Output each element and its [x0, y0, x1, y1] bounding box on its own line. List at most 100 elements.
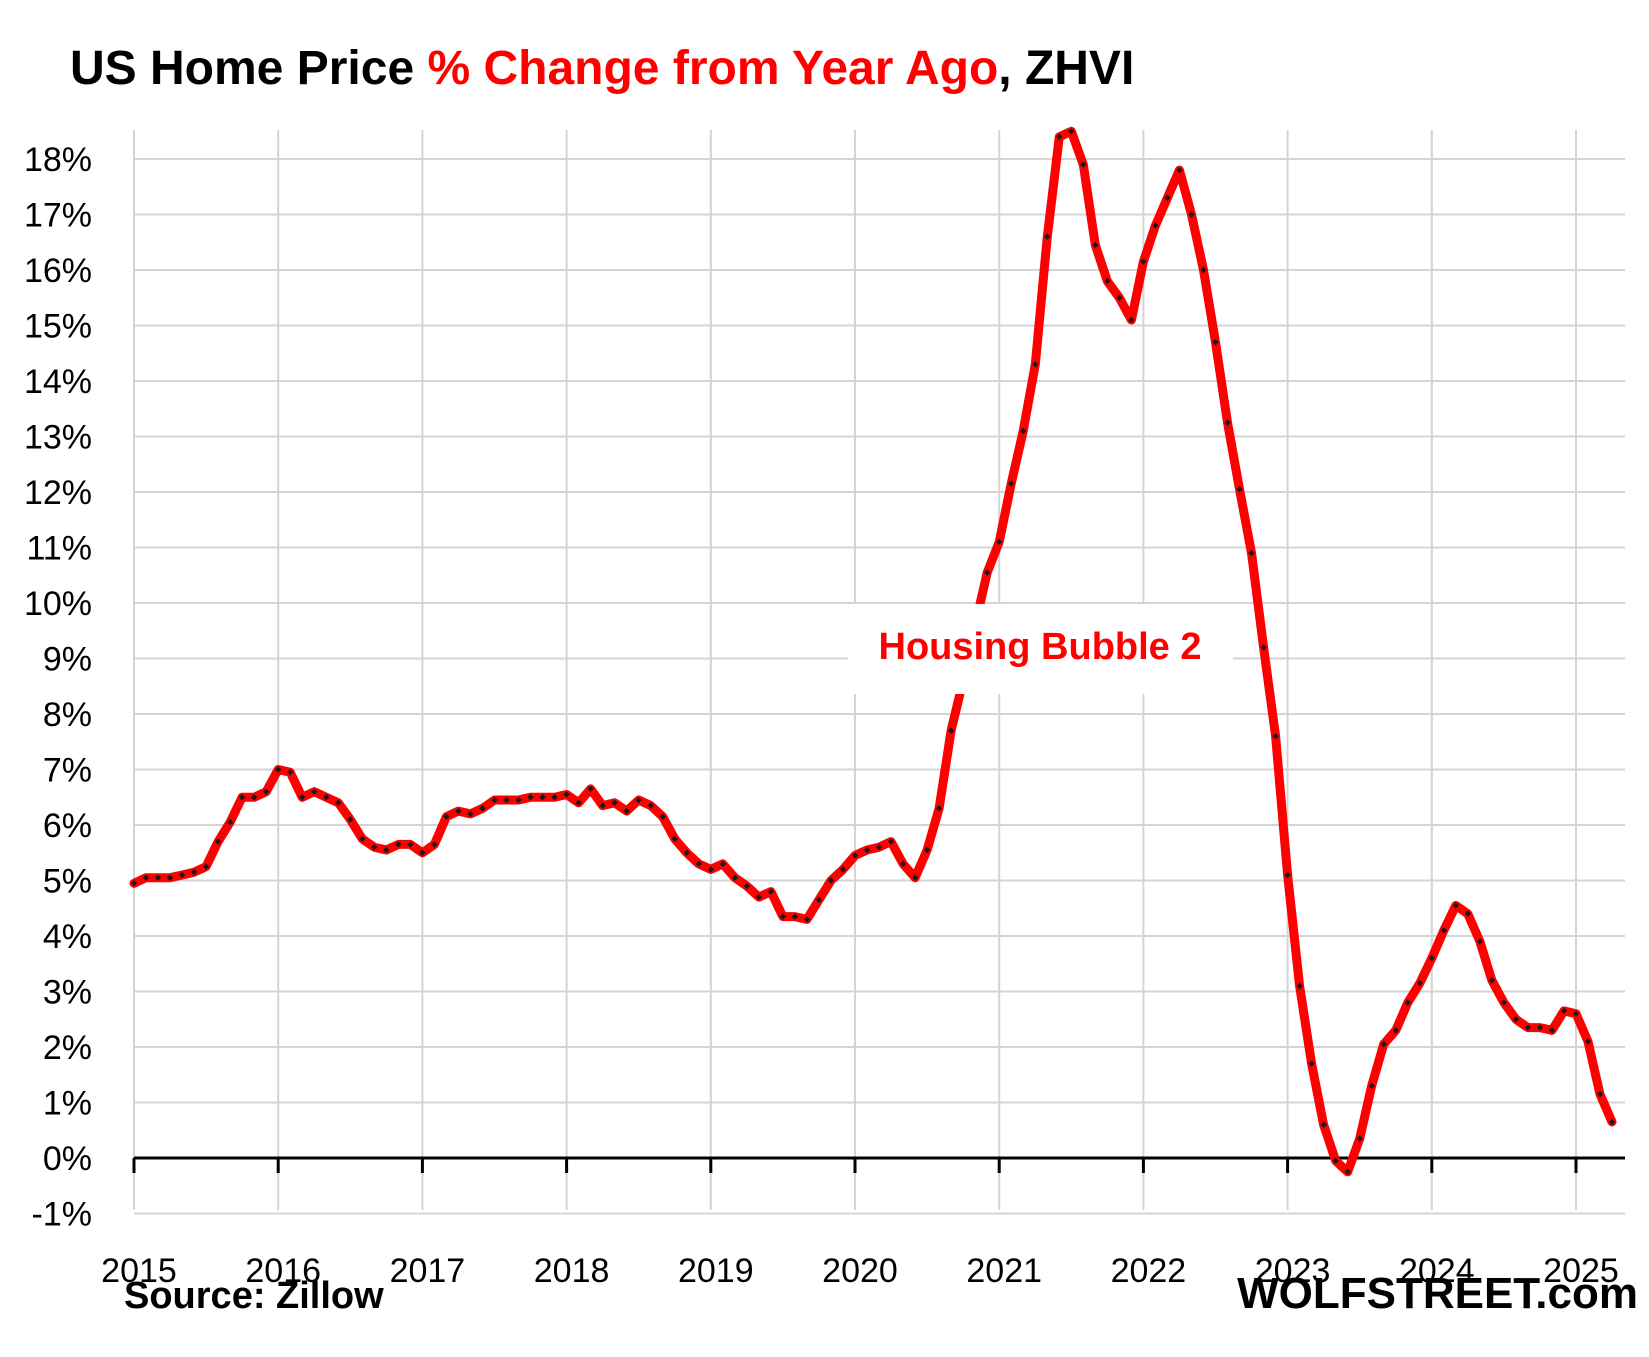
y-axis-tick-labels: -1% 0% 1% 2% 3% 4% 5% 6% 7% 8% 9% 10% 11% 12% 13% 14% 15… — [24, 141, 92, 1234]
data-point — [767, 888, 775, 895]
data-point — [1404, 999, 1411, 1006]
data-point — [671, 835, 678, 843]
annotation-box — [848, 604, 1233, 694]
y-tick-label: 12% — [24, 474, 92, 512]
data-point — [1260, 644, 1267, 651]
data-point — [1548, 1027, 1556, 1034]
y-tick-label: 14% — [24, 363, 92, 401]
x-tick-label: 2020 — [822, 1252, 898, 1290]
data-point — [1236, 486, 1243, 493]
data-point — [166, 874, 174, 881]
data-point — [1500, 999, 1508, 1006]
data-point — [347, 816, 354, 823]
data-point — [827, 877, 835, 884]
data-point — [287, 769, 294, 776]
data-point — [467, 810, 474, 818]
data-point — [1212, 338, 1219, 346]
data-point — [707, 866, 714, 873]
data-point — [1512, 1016, 1520, 1023]
data-point — [455, 807, 462, 815]
data-point — [299, 794, 306, 801]
data-point — [479, 805, 486, 812]
data-point — [779, 913, 787, 920]
x-axis: 2015 2016 2017 2018 2019 2020 2021 2022 2023 2024… — [101, 1156, 1625, 1290]
data-point — [1608, 1118, 1616, 1126]
y-tick-label: 5% — [43, 863, 92, 901]
data-point — [1584, 1038, 1592, 1045]
y-tick-label: 2% — [43, 1029, 92, 1067]
data-point — [238, 794, 246, 801]
data-point — [839, 866, 847, 873]
data-point — [190, 868, 198, 876]
data-point — [178, 871, 186, 879]
data-point — [1224, 419, 1231, 426]
data-point — [130, 880, 138, 887]
data-point — [1032, 361, 1039, 368]
data-point — [250, 794, 258, 801]
y-tick-label: 9% — [43, 641, 92, 679]
data-point — [1416, 979, 1423, 987]
series-line-group — [129, 126, 1617, 1177]
data-point — [419, 849, 426, 856]
data-point — [1368, 1082, 1375, 1090]
data-point — [311, 788, 318, 795]
y-tick-label: -1% — [32, 1196, 92, 1234]
x-tick-label: 2018 — [534, 1252, 610, 1290]
data-point — [1140, 258, 1147, 265]
data-point — [923, 846, 931, 854]
data-point — [575, 799, 582, 806]
title-part-highlight: % Change from Year Ago — [427, 42, 998, 95]
data-point — [359, 835, 366, 843]
data-point — [1320, 1121, 1327, 1128]
data-point — [743, 882, 751, 890]
data-point — [695, 860, 702, 868]
data-point — [587, 785, 594, 793]
data-point — [755, 893, 763, 901]
chart-title: US Home Price % Change from Year Ago, ZH… — [70, 42, 1134, 95]
data-point — [791, 913, 799, 920]
series-line — [129, 126, 1617, 1177]
data-point — [262, 788, 270, 795]
data-point — [611, 799, 618, 806]
data-point — [1356, 1135, 1363, 1142]
data-point — [335, 799, 342, 806]
data-point — [983, 569, 991, 576]
y-tick-label: 1% — [43, 1085, 92, 1123]
y-tick-label: 3% — [43, 974, 92, 1012]
y-tick-label: 17% — [24, 197, 92, 235]
data-point — [154, 874, 162, 881]
data-point — [1284, 871, 1291, 879]
data-point — [1452, 902, 1460, 909]
data-point — [1464, 910, 1472, 917]
x-tick-label: 2025 — [1543, 1252, 1619, 1290]
data-point — [214, 838, 222, 845]
data-point — [142, 874, 150, 881]
y-tick-label: 6% — [43, 807, 92, 845]
data-point — [1248, 549, 1255, 557]
y-tick-label: 15% — [24, 308, 92, 346]
data-point — [1272, 733, 1279, 740]
y-tick-label: 18% — [24, 141, 92, 179]
data-point — [383, 846, 390, 854]
y-tick-label: 13% — [24, 419, 92, 457]
data-point — [1428, 955, 1435, 962]
data-point — [1440, 927, 1448, 934]
gridlines — [133, 130, 1625, 1215]
data-point — [1296, 982, 1303, 990]
data-point — [1092, 241, 1099, 249]
data-point — [443, 813, 450, 820]
data-point — [1380, 1041, 1387, 1048]
data-point — [1188, 211, 1195, 218]
data-point — [1116, 294, 1123, 301]
data-point — [851, 852, 859, 859]
data-point — [887, 838, 895, 845]
data-point — [1080, 161, 1087, 168]
y-tick-label: 7% — [43, 752, 92, 790]
x-tick-label: 2016 — [245, 1252, 321, 1290]
data-point — [1536, 1024, 1544, 1031]
series-markers — [130, 128, 1616, 1176]
y-tick-label: 4% — [43, 918, 92, 956]
data-point — [539, 794, 546, 801]
data-point — [1068, 128, 1075, 135]
